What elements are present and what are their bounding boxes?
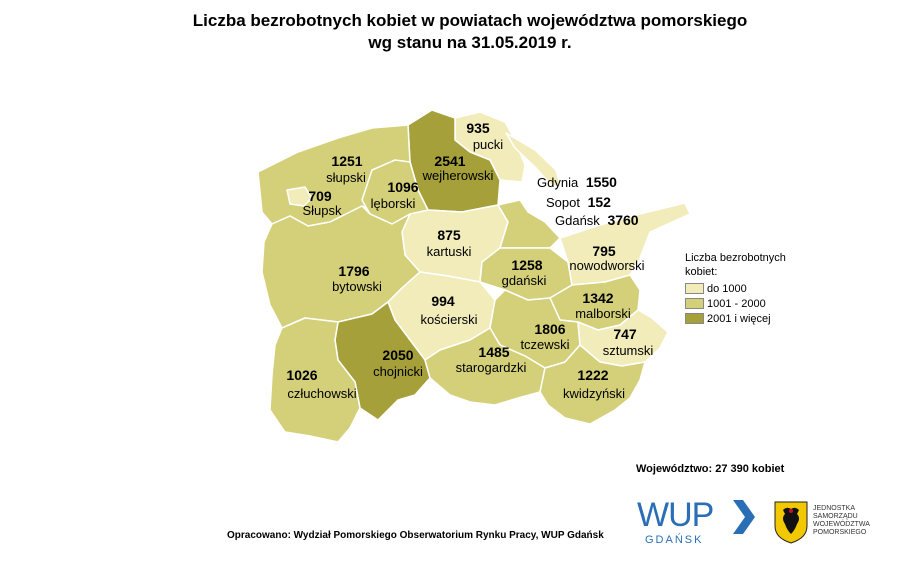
label-value-malborski: 1342	[582, 290, 613, 306]
label-name-tczewski: tczewski	[520, 337, 569, 352]
legend-label-low: do 1000	[707, 282, 747, 295]
label-value-pucki: 935	[466, 120, 490, 136]
label-value-leborski: 1096	[387, 179, 418, 195]
label-name-starogardzki: starogardzki	[456, 360, 527, 375]
label-name-wejherowski: wejherowski	[422, 168, 494, 183]
voivodeship-total: Województwo: 27 390 kobiet	[636, 463, 785, 475]
city-gdansk-value: 3760	[607, 212, 638, 228]
city-gdynia-value: 1550	[586, 174, 617, 190]
city-gdansk-name: Gdańsk	[555, 213, 600, 228]
city-gdansk: Gdańsk 3760	[555, 212, 639, 228]
label-value-tczewski: 1806	[534, 321, 565, 337]
legend-label-mid: 1001 - 2000	[707, 297, 766, 310]
map-title: Liczba bezrobotnych kobiet w powiatach w…	[0, 10, 903, 54]
crest-line-4: POMORSKIEGO	[813, 529, 867, 536]
label-name-koscierski: kościerski	[420, 312, 477, 327]
legend-item-mid: 1001 - 2000	[685, 296, 815, 311]
crest-caption: JEDNOSTKA SAMORZĄDU WOJEWÓDZTWA POMORSKI…	[813, 505, 870, 537]
label-value-gdanski: 1258	[511, 257, 542, 273]
label-value-czluchowski: 1026	[286, 367, 317, 383]
label-name-czluchowski: człuchowski	[287, 386, 356, 401]
label-name-kwidzynski: kwidzyński	[563, 386, 625, 401]
wup-arrow-icon	[733, 500, 755, 534]
label-value-chojnicki: 2050	[382, 347, 413, 363]
region-starogardzki[interactable]	[424, 327, 546, 406]
label-value-bytowski: 1796	[338, 263, 369, 279]
label-value-kartuski: 875	[437, 227, 461, 243]
region-czluchowski[interactable]	[269, 317, 361, 443]
label-value-slupsk: 709	[308, 188, 332, 204]
label-name-leborski: lęborski	[371, 196, 416, 211]
region-nowodworski[interactable]	[559, 202, 691, 286]
region-sztumski[interactable]	[577, 309, 669, 367]
label-name-malborski: malborski	[575, 306, 631, 321]
crest-line-1: JEDNOSTKA	[813, 505, 856, 512]
legend: Liczba bezrobotnych kobiet: do 1000 1001…	[685, 251, 815, 326]
legend-swatch-mid	[685, 298, 704, 309]
label-name-chojnicki: chojnicki	[373, 364, 423, 379]
legend-swatch-low	[685, 283, 704, 294]
city-sopot-value: 152	[588, 194, 612, 210]
label-name-kartuski: kartuski	[427, 244, 472, 259]
crest-line-3: WOJEWÓDZTWA	[813, 521, 870, 528]
region-pucki-hel[interactable]	[505, 132, 562, 188]
label-name-slupski: słupski	[326, 170, 366, 185]
label-value-nowodworski: 795	[592, 243, 616, 259]
source-note: Opracowano: Wydział Pomorskiego Obserwat…	[227, 530, 604, 541]
label-name-gdanski: gdański	[502, 273, 547, 288]
label-value-kwidzynski: 1222	[577, 367, 608, 383]
region-tricity[interactable]	[497, 199, 561, 249]
label-value-starogardzki: 1485	[478, 344, 509, 360]
legend-label-high: 2001 i więcej	[707, 312, 771, 325]
griffin-crest-icon	[774, 501, 808, 544]
legend-item-low: do 1000	[685, 281, 815, 296]
label-value-sztumski: 747	[613, 326, 637, 342]
label-value-koscierski: 994	[431, 293, 455, 309]
label-name-slupsk: Słupsk	[302, 203, 342, 218]
city-gdynia: Gdynia 1550	[537, 174, 617, 190]
city-sopot: Sopot 152	[546, 194, 611, 210]
label-name-pucki: pucki	[473, 137, 503, 152]
city-sopot-name: Sopot	[546, 195, 580, 210]
region-kwidzynski[interactable]	[539, 344, 646, 425]
legend-item-high: 2001 i więcej	[685, 311, 815, 326]
wup-logo-text: WUP	[637, 496, 714, 534]
legend-title: Liczba bezrobotnych kobiet:	[685, 252, 786, 278]
label-name-nowodworski: nowodworski	[569, 258, 644, 273]
wup-logo-subtext: GDAŃSK	[645, 534, 704, 546]
label-value-slupski: 1251	[331, 153, 362, 169]
legend-swatch-high	[685, 313, 704, 324]
label-name-sztumski: sztumski	[603, 343, 654, 358]
label-value-wejherowski: 2541	[434, 153, 465, 169]
title-line-2: wg stanu na 31.05.2019 r.	[368, 33, 572, 52]
region-slupsk[interactable]	[286, 186, 313, 207]
wup-logo: WUP GDAŃSK	[637, 496, 755, 548]
city-gdynia-name: Gdynia	[537, 175, 579, 190]
title-line-1: Liczba bezrobotnych kobiet w powiatach w…	[192, 11, 748, 30]
crest-line-2: SAMORZĄDU	[813, 513, 858, 520]
label-name-bytowski: bytowski	[332, 279, 382, 294]
